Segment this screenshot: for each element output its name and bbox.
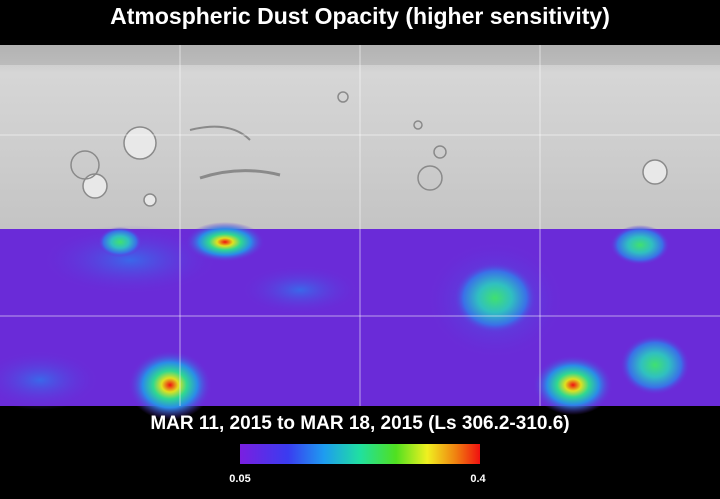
dust-patches bbox=[0, 222, 690, 420]
colorbar-min-label: 0.05 bbox=[229, 473, 250, 485]
date-range: MAR 11, 2015 to MAR 18, 2015 (Ls 306.2-3… bbox=[150, 413, 569, 434]
map-grid bbox=[0, 45, 720, 406]
title: Atmospheric Dust Opacity (higher sensiti… bbox=[110, 3, 610, 29]
map bbox=[0, 45, 720, 420]
colorbar bbox=[240, 444, 480, 464]
colorbar-max-label: 0.4 bbox=[470, 473, 486, 485]
